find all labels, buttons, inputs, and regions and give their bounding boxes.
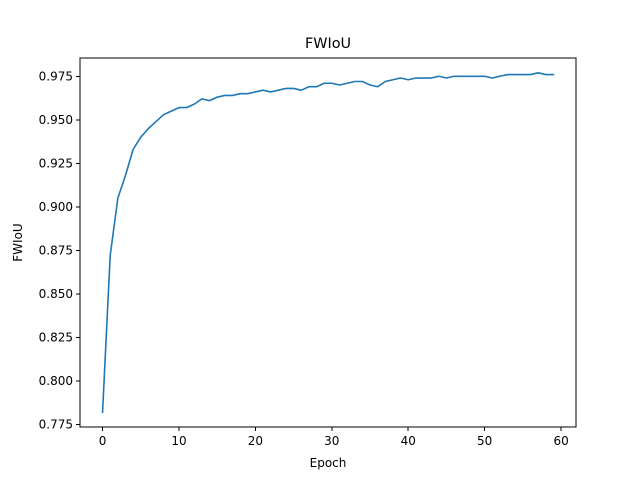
y-axis-label: FWIoU <box>11 223 25 261</box>
y-tick-label: 0.900 <box>39 200 73 214</box>
x-axis-ticks: 0 10 20 30 40 50 60 <box>99 427 569 448</box>
x-tick-label: 0 <box>99 434 107 448</box>
x-tick-label: 10 <box>171 434 186 448</box>
x-tick-label: 60 <box>553 434 568 448</box>
y-tick-label: 0.850 <box>39 287 73 301</box>
y-tick-label: 0.775 <box>39 417 73 431</box>
y-tick-label: 0.975 <box>39 69 73 83</box>
x-tick-label: 20 <box>248 434 263 448</box>
y-tick-label: 0.875 <box>39 243 73 257</box>
series-line-fwiou <box>101 71 555 414</box>
y-axis-ticks: 0.775 0.800 0.825 0.850 0.875 0.900 0.925 0.950… <box>39 69 80 431</box>
x-tick-label: 40 <box>401 434 416 448</box>
y-tick-label: 0.825 <box>39 330 73 344</box>
x-axis-label: Epoch <box>310 456 347 470</box>
y-tick-label: 0.950 <box>39 113 73 127</box>
plot-frame <box>79 57 577 428</box>
y-tick-label: 0.925 <box>39 156 73 170</box>
chart-title: FWIoU <box>305 36 351 52</box>
x-tick-label: 30 <box>324 434 339 448</box>
y-tick-label: 0.800 <box>39 374 73 388</box>
x-tick-label: 50 <box>477 434 492 448</box>
